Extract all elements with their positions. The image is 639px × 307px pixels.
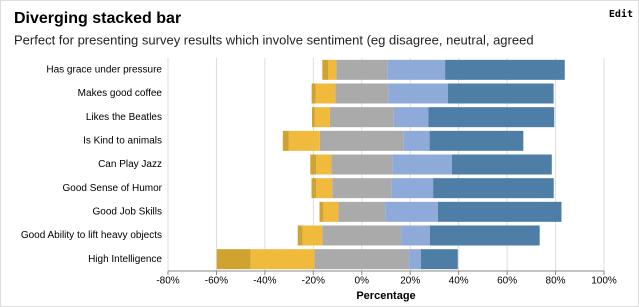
bar-segment bbox=[310, 154, 317, 175]
bar-segment bbox=[428, 107, 555, 128]
bar-segment bbox=[315, 83, 336, 104]
x-tick-label: 60% bbox=[497, 276, 517, 287]
bar-segment bbox=[323, 201, 339, 222]
bar-segment bbox=[322, 225, 402, 246]
bar-segment bbox=[319, 130, 404, 151]
bar-segment bbox=[322, 59, 329, 80]
bar-segment bbox=[392, 154, 453, 175]
bar-segment bbox=[445, 59, 565, 80]
bar-segment bbox=[216, 249, 251, 270]
y-tick-label: Is Kind to animals bbox=[83, 135, 162, 146]
bar-segment bbox=[403, 130, 430, 151]
bar-segment bbox=[429, 225, 540, 246]
y-tick-label: Good Ability to lift heavy objects bbox=[21, 230, 162, 241]
bar-segment bbox=[314, 249, 410, 270]
y-tick-label: Makes good coffee bbox=[78, 88, 163, 99]
bar-segment bbox=[385, 201, 438, 222]
bar-segment bbox=[331, 154, 393, 175]
x-tick-label: -20% bbox=[302, 276, 325, 287]
x-tick-label: -80% bbox=[156, 276, 179, 287]
bar-segment bbox=[302, 225, 323, 246]
chart-title: Diverging stacked bar bbox=[14, 10, 181, 27]
bar-segment bbox=[338, 201, 386, 222]
bar-segment bbox=[388, 83, 449, 104]
bar-segment bbox=[387, 59, 446, 80]
x-tick-label: 80% bbox=[546, 276, 566, 287]
bar-segment bbox=[282, 130, 289, 151]
bar-segment bbox=[316, 154, 332, 175]
y-tick-label: High Intelligence bbox=[88, 254, 162, 265]
bar-segment bbox=[433, 178, 554, 199]
chart-subtitle: Perfect for presenting survey results wh… bbox=[14, 32, 534, 47]
bar-segment bbox=[329, 107, 394, 128]
bar-segment bbox=[448, 83, 554, 104]
x-tick-label: 0% bbox=[355, 276, 370, 287]
y-tick-label: Can Play Jazz bbox=[98, 159, 162, 170]
y-tick-label: Good Job Skills bbox=[93, 206, 162, 217]
x-tick-label: 40% bbox=[449, 276, 469, 287]
edit-button[interactable]: Edit bbox=[609, 8, 633, 20]
bar-segment bbox=[250, 249, 315, 270]
x-tick-label: 100% bbox=[591, 276, 617, 287]
bar-segment bbox=[336, 59, 388, 80]
bar-segment bbox=[311, 83, 316, 104]
bar-segment bbox=[314, 107, 330, 128]
bar-segment bbox=[393, 107, 429, 128]
bar-segment bbox=[297, 225, 303, 246]
bar-segment bbox=[401, 225, 430, 246]
x-tick-label: -40% bbox=[253, 276, 276, 287]
bar-segment bbox=[319, 201, 324, 222]
y-tick-label: Likes the Beatles bbox=[86, 112, 162, 123]
bar-segment bbox=[328, 59, 337, 80]
bar-segment bbox=[335, 83, 389, 104]
x-axis-title: Percentage bbox=[356, 290, 415, 302]
bar-segment bbox=[409, 249, 422, 270]
x-tick-label: -60% bbox=[205, 276, 228, 287]
y-tick-label: Good Sense of Humor bbox=[63, 183, 163, 194]
y-tick-label: Has grace under pressure bbox=[46, 64, 162, 75]
bar-segment bbox=[429, 130, 524, 151]
bar-segment bbox=[311, 178, 317, 199]
bar-segment bbox=[452, 154, 552, 175]
bar-segment bbox=[312, 107, 315, 128]
bar-segment bbox=[437, 201, 562, 222]
bar-segment bbox=[316, 178, 333, 199]
bar-segment bbox=[332, 178, 392, 199]
bar-segment bbox=[391, 178, 434, 199]
x-tick-label: 20% bbox=[400, 276, 420, 287]
bar-segment bbox=[421, 249, 458, 270]
bar-segment bbox=[288, 130, 320, 151]
